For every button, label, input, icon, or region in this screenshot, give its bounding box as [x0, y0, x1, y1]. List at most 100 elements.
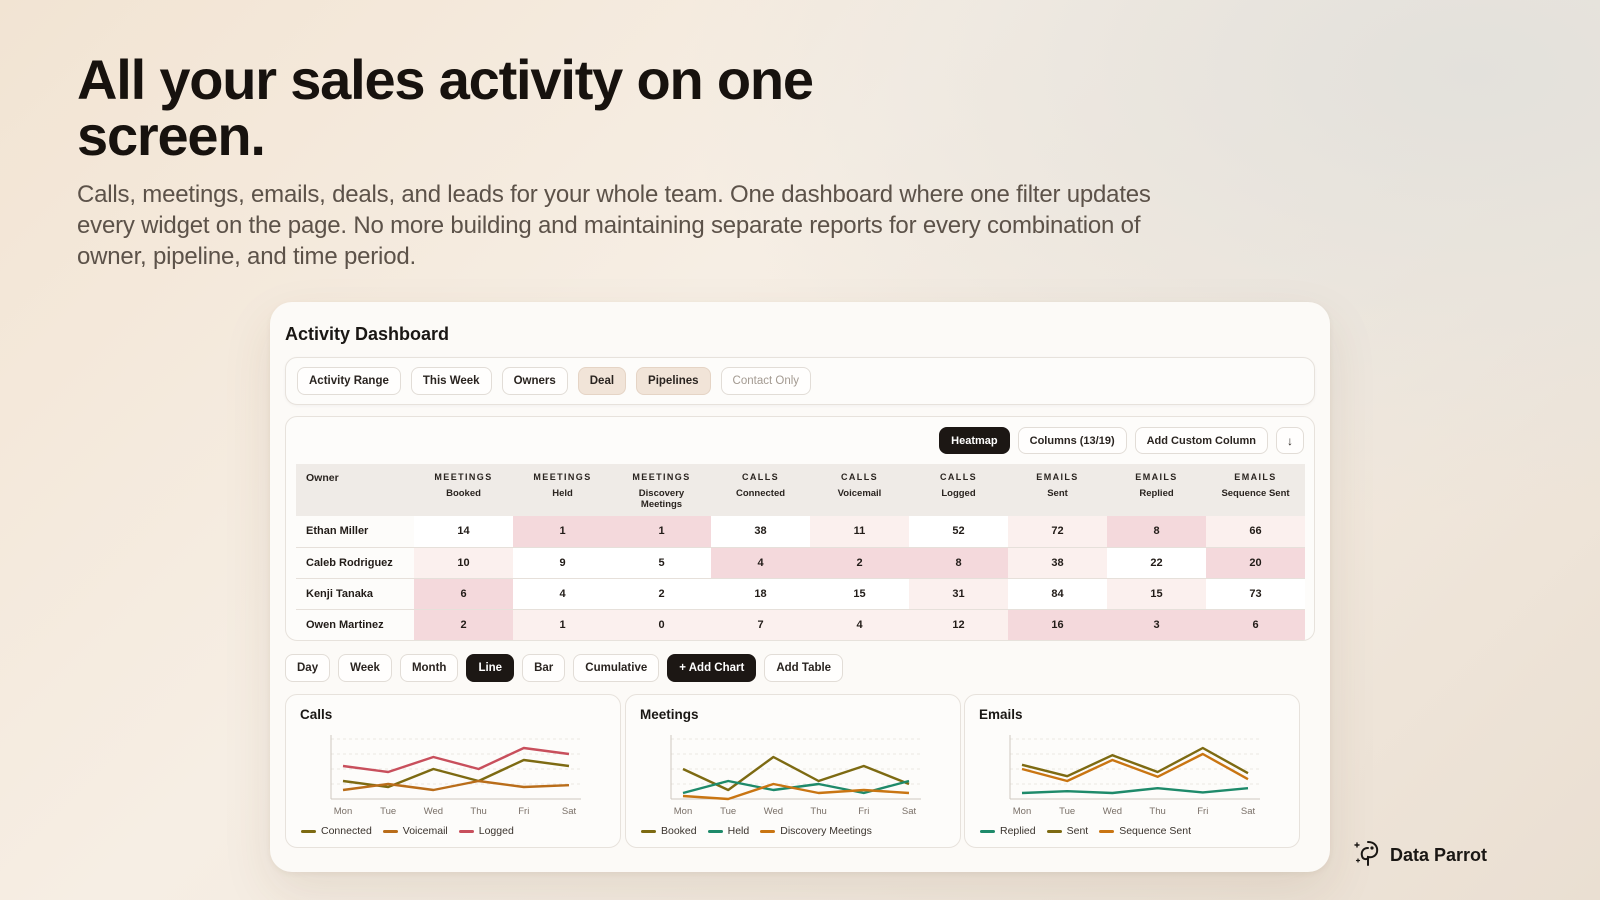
legend-swatch — [707, 829, 723, 833]
x-tick-label: Thu — [810, 806, 826, 817]
table-actions: Heatmap Columns (13/19) Add Custom Colum… — [939, 427, 1304, 454]
granularity-day[interactable]: Day — [285, 654, 331, 682]
emails-line-chart: Mon Tue Wed Thu Fri Sat — [1009, 735, 1260, 817]
legend-swatch — [458, 829, 474, 833]
column-header[interactable]: EMAILS Sequence Sent — [1206, 464, 1305, 516]
series-line-sequence-sent[interactable] — [1021, 752, 1249, 783]
column-header[interactable]: CALLS Connected — [711, 464, 810, 516]
x-tick-label: Mon — [334, 806, 352, 817]
table-row[interactable]: Kenji Tanaka 6 4 2 18 15 31 84 15 73 — [296, 578, 1305, 610]
x-tick-label: Thu — [1149, 806, 1165, 817]
metric-cell: 1 — [513, 516, 612, 548]
metric-cell: 1 — [513, 609, 612, 640]
emails-chart-card: Emails Mon Tue Wed Thu Fri Sat Replied Sent S… — [964, 694, 1300, 848]
series-line-replied[interactable] — [1021, 786, 1249, 795]
chart-title: Emails — [979, 707, 1023, 722]
legend-swatch — [1099, 829, 1115, 833]
legend-item: Sequence Sent — [1099, 825, 1191, 837]
brand-name: Data Parrot — [1390, 845, 1488, 865]
x-tick-label: Mon — [674, 806, 692, 817]
metric-cell: 2 — [810, 547, 909, 579]
legend-item: Connected — [301, 825, 372, 837]
column-header-owner[interactable]: Owner — [296, 464, 414, 516]
metric-cell: 2 — [414, 609, 513, 640]
metric-cell: 20 — [1206, 547, 1305, 579]
column-header[interactable]: MEETINGS Discovery Meetings — [612, 464, 711, 516]
series-line-booked[interactable] — [682, 755, 910, 792]
metric-cell: 10 — [414, 547, 513, 579]
metric-cell: 4 — [810, 609, 909, 640]
owner-cell: Kenji Tanaka — [296, 578, 414, 610]
metric-cell: 72 — [1008, 516, 1107, 548]
metric-cell: 12 — [909, 609, 1008, 640]
metric-cell: 31 — [909, 578, 1008, 610]
metric-cell: 52 — [909, 516, 1008, 548]
metric-cell: 15 — [810, 578, 909, 610]
meetings-line-chart: Mon Tue Wed Thu Fri Sat — [670, 735, 921, 817]
metric-cell: 8 — [1107, 516, 1206, 548]
legend-item: Sent — [1046, 825, 1088, 837]
table-row[interactable]: Ethan Miller 14 1 1 38 11 52 72 8 66 — [296, 516, 1305, 548]
metric-cell: 11 — [810, 516, 909, 548]
metric-cell: 4 — [513, 578, 612, 610]
legend-swatch — [1046, 829, 1062, 833]
metric-cell: 6 — [1206, 609, 1305, 640]
column-header[interactable]: MEETINGS Held — [513, 464, 612, 516]
chart-title: Calls — [300, 707, 333, 722]
series-line-discovery-meetings[interactable] — [682, 782, 910, 801]
columns-button[interactable]: Columns (13/19) — [1017, 427, 1127, 454]
x-tick-label: Sat — [562, 806, 577, 817]
add-chart-button[interactable]: + Add Chart — [667, 654, 757, 682]
series-line-logged[interactable] — [342, 746, 570, 774]
x-tick-label: Thu — [470, 806, 486, 817]
chart-type-cumulative[interactable]: Cumulative — [573, 654, 660, 682]
heatmap-button[interactable]: Heatmap — [939, 427, 1010, 454]
filter-deal[interactable]: Deal — [577, 367, 627, 395]
series-line-sent[interactable] — [1021, 746, 1249, 778]
filter-contact-only[interactable]: Contact Only — [720, 367, 812, 395]
x-tick-label: Wed — [1103, 806, 1122, 817]
chart-type-line[interactable]: Line — [466, 654, 515, 682]
parrot-logo-icon — [1352, 838, 1382, 873]
granularity-month[interactable]: Month — [399, 654, 459, 682]
legend-item: Held — [707, 825, 749, 837]
filter-owners[interactable]: Owners — [501, 367, 568, 395]
table-row[interactable]: Owen Martinez 2 1 0 7 4 12 16 3 6 — [296, 609, 1305, 640]
x-tick-label: Tue — [380, 806, 396, 817]
chart-controls: Day Week Month Line Bar Cumulative + Add… — [285, 654, 844, 682]
granularity-week[interactable]: Week — [338, 654, 392, 682]
metric-cell: 38 — [1008, 547, 1107, 579]
download-button[interactable]: ↓ — [1276, 427, 1304, 454]
column-header[interactable]: EMAILS Replied — [1107, 464, 1206, 516]
filter-this-week[interactable]: This Week — [410, 367, 492, 395]
legend-swatch — [641, 829, 656, 833]
table-row[interactable]: Caleb Rodriguez 10 9 5 4 2 8 38 22 20 — [296, 547, 1305, 579]
chart-type-bar[interactable]: Bar — [522, 654, 566, 682]
column-header[interactable]: EMAILS Sent — [1008, 464, 1107, 516]
legend-item: Discovery Meetings — [760, 825, 872, 837]
column-header[interactable]: CALLS Voicemail — [810, 464, 909, 516]
hero-subtitle: Calls, meetings, emails, deals, and lead… — [77, 181, 1151, 270]
dashboard-title: Activity Dashboard — [285, 324, 450, 344]
legend-item: Replied — [980, 825, 1036, 837]
chart-legend: Booked Held Discovery Meetings — [641, 825, 872, 837]
column-header[interactable]: CALLS Logged — [909, 464, 1008, 516]
legend-item: Booked — [641, 825, 697, 837]
series-line-voicemail[interactable] — [342, 779, 570, 792]
legend-item: Logged — [458, 825, 514, 837]
column-header[interactable]: MEETINGS Booked — [414, 464, 513, 516]
x-tick-label: Wed — [764, 806, 783, 817]
metric-cell: 16 — [1008, 609, 1107, 640]
owner-cell: Caleb Rodriguez — [296, 547, 414, 579]
owner-cell: Owen Martinez — [296, 609, 414, 640]
x-tick-label: Sat — [1241, 806, 1256, 817]
meetings-chart-card: Meetings Mon Tue Wed Thu Fri Sat Booked Held … — [625, 694, 961, 848]
chart-title: Meetings — [640, 707, 699, 722]
activity-heatmap-table: Owner MEETINGS Booked MEETINGS Held MEETIN… — [296, 464, 1305, 640]
add-custom-column-button[interactable]: Add Custom Column — [1134, 427, 1268, 454]
filter-pipelines[interactable]: Pipelines — [636, 367, 711, 395]
metric-cell: 5 — [612, 547, 711, 579]
add-table-button[interactable]: Add Table — [764, 654, 844, 682]
filter-activity-range[interactable]: Activity Range — [297, 367, 401, 395]
x-tick-label: Tue — [1059, 806, 1075, 817]
